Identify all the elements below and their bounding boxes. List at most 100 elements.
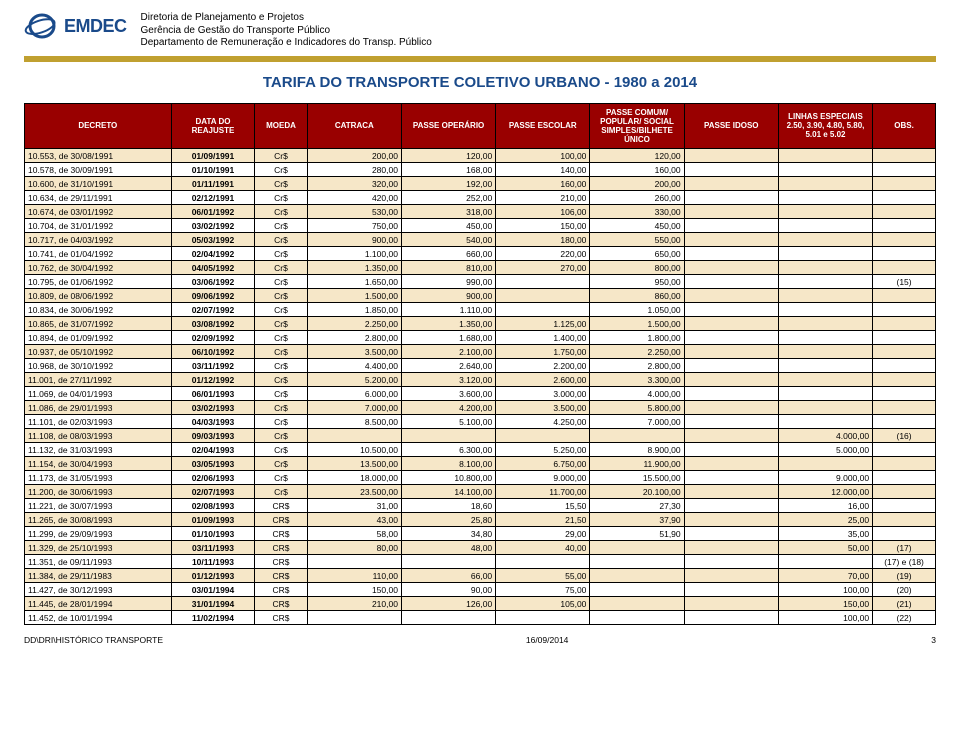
table-cell: 5.800,00 (590, 401, 684, 415)
table-cell: 160,00 (590, 163, 684, 177)
table-row: 10.968, de 30/10/199203/11/1992Cr$4.400,… (25, 359, 936, 373)
column-header: DECRETO (25, 103, 172, 149)
table-cell: 80,00 (307, 541, 401, 555)
table-cell: 3.500,00 (307, 345, 401, 359)
table-cell: 11.329, de 25/10/1993 (25, 541, 172, 555)
table-cell (307, 611, 401, 625)
table-cell (778, 177, 872, 191)
table-cell: Cr$ (255, 205, 307, 219)
table-cell: 3.600,00 (401, 387, 495, 401)
table-cell: 10.553, de 30/08/1991 (25, 149, 172, 163)
table-cell (778, 149, 872, 163)
table-row: 11.265, de 30/08/199301/09/1993CR$43,002… (25, 513, 936, 527)
table-cell: 11.069, de 04/01/1993 (25, 387, 172, 401)
table-cell (590, 583, 684, 597)
table-cell (778, 191, 872, 205)
table-cell: 9.000,00 (496, 471, 590, 485)
table-cell: (21) (873, 597, 936, 611)
table-cell (873, 359, 936, 373)
table-cell: 04/05/1992 (171, 261, 255, 275)
table-row: 10.578, de 30/09/199101/10/1991Cr$280,00… (25, 163, 936, 177)
table-cell: 210,00 (496, 191, 590, 205)
table-cell: 1.050,00 (590, 303, 684, 317)
table-cell (778, 345, 872, 359)
table-cell: 1.500,00 (307, 289, 401, 303)
table-cell (778, 289, 872, 303)
table-cell: 2.800,00 (307, 331, 401, 345)
table-cell: 55,00 (496, 569, 590, 583)
table-cell: 990,00 (401, 275, 495, 289)
table-cell: 11.173, de 31/05/1993 (25, 471, 172, 485)
table-cell: 420,00 (307, 191, 401, 205)
table-cell (684, 569, 778, 583)
table-cell: 2.250,00 (590, 345, 684, 359)
table-cell: 450,00 (590, 219, 684, 233)
table-cell: 100,00 (778, 611, 872, 625)
table-cell (684, 583, 778, 597)
table-cell: 10.795, de 01/06/1992 (25, 275, 172, 289)
table-cell: 23.500,00 (307, 485, 401, 499)
table-cell: 11.452, de 10/01/1994 (25, 611, 172, 625)
table-cell: 10.968, de 30/10/1992 (25, 359, 172, 373)
table-cell: Cr$ (255, 177, 307, 191)
table-cell: 3.500,00 (496, 401, 590, 415)
table-cell: 27,30 (590, 499, 684, 513)
table-row: 11.452, de 10/01/199411/02/1994CR$100,00… (25, 611, 936, 625)
table-cell: 1.125,00 (496, 317, 590, 331)
table-cell: 11.101, de 02/03/1993 (25, 415, 172, 429)
table-row: 10.741, de 01/04/199202/04/1992Cr$1.100,… (25, 247, 936, 261)
table-head: DECRETODATA DO REAJUSTEMOEDACATRACAPASSE… (25, 103, 936, 149)
table-cell: CR$ (255, 499, 307, 513)
table-cell: 11.427, de 30/12/1993 (25, 583, 172, 597)
table-cell: 15,50 (496, 499, 590, 513)
table-row: 10.937, de 05/10/199206/10/1992Cr$3.500,… (25, 345, 936, 359)
table-cell: 140,00 (496, 163, 590, 177)
table-cell: 06/01/1992 (171, 205, 255, 219)
table-cell: 1.100,00 (307, 247, 401, 261)
table-cell: 34,80 (401, 527, 495, 541)
table-row: 10.809, de 08/06/199209/06/1992Cr$1.500,… (25, 289, 936, 303)
table-cell: 16,00 (778, 499, 872, 513)
table-cell: 02/12/1991 (171, 191, 255, 205)
table-cell: 01/10/1991 (171, 163, 255, 177)
table-cell (684, 177, 778, 191)
table-cell: 01/09/1991 (171, 149, 255, 163)
column-header: LINHAS ESPECIAIS 2.50, 3.90, 4.80, 5.80,… (778, 103, 872, 149)
table-cell: 11.154, de 30/04/1993 (25, 457, 172, 471)
table-cell: 150,00 (778, 597, 872, 611)
table-cell (496, 429, 590, 443)
table-cell (873, 149, 936, 163)
table-cell: 6.750,00 (496, 457, 590, 471)
table-cell (496, 303, 590, 317)
table-row: 10.762, de 30/04/199204/05/1992Cr$1.350,… (25, 261, 936, 275)
org-line-1: Diretoria de Planejamento e Projetos (141, 12, 432, 25)
table-cell: 11.221, de 30/07/1993 (25, 499, 172, 513)
column-header: MOEDA (255, 103, 307, 149)
table-cell: 13.500,00 (307, 457, 401, 471)
table-cell: 03/02/1993 (171, 401, 255, 415)
table-cell (684, 247, 778, 261)
table-cell (873, 331, 936, 345)
tariff-table: DECRETODATA DO REAJUSTEMOEDACATRACAPASSE… (24, 103, 936, 626)
org-line-3: Departamento de Remuneração e Indicadore… (141, 37, 432, 50)
table-cell: Cr$ (255, 429, 307, 443)
table-cell: 12.000,00 (778, 485, 872, 499)
table-cell (873, 205, 936, 219)
table-cell (684, 443, 778, 457)
table-cell (684, 163, 778, 177)
table-cell: 43,00 (307, 513, 401, 527)
table-cell: 100,00 (496, 149, 590, 163)
table-cell: 20.100,00 (590, 485, 684, 499)
table-cell: 10.634, de 29/11/1991 (25, 191, 172, 205)
table-cell: 11.900,00 (590, 457, 684, 471)
table-cell: 330,00 (590, 205, 684, 219)
table-row: 10.795, de 01/06/199203/06/1992Cr$1.650,… (25, 275, 936, 289)
table-cell: 4.000,00 (778, 429, 872, 443)
column-header: DATA DO REAJUSTE (171, 103, 255, 149)
table-cell: 106,00 (496, 205, 590, 219)
table-cell: 540,00 (401, 233, 495, 247)
logo: EMDEC (24, 12, 127, 40)
table-cell (873, 513, 936, 527)
table-cell: 10.500,00 (307, 443, 401, 457)
table-cell: 4.200,00 (401, 401, 495, 415)
